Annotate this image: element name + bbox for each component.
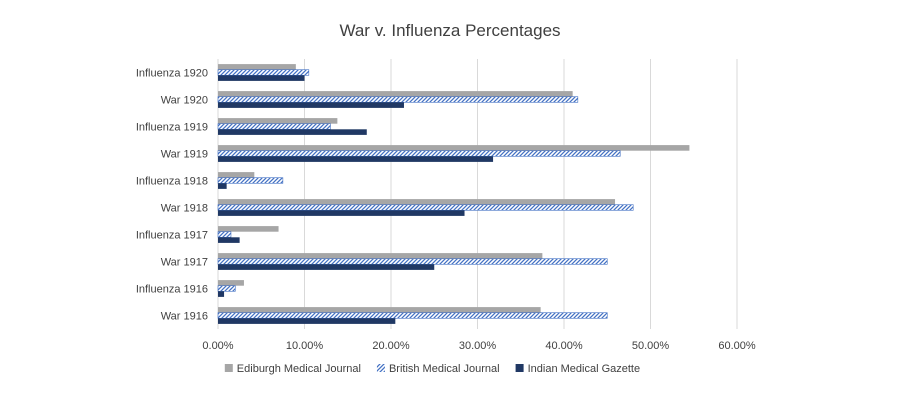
legend-swatch [224, 364, 233, 372]
y-tick-label: Influenza 1917 [136, 230, 208, 242]
bar [218, 210, 465, 216]
bar [218, 172, 255, 178]
legend: Ediburgh Medical Journal British Medical … [224, 363, 641, 375]
bar [218, 64, 296, 70]
y-tick-label: Influenza 1916 [136, 284, 208, 296]
bar [218, 226, 279, 232]
bar [218, 145, 690, 151]
bar [217, 123, 331, 130]
bar [217, 285, 236, 292]
x-tick-label: 30.00% [459, 340, 497, 352]
legend-label: Ediburgh Medical Journal [237, 363, 361, 375]
y-tick-label: War 1919 [161, 149, 208, 161]
bar [218, 129, 367, 135]
bar [218, 156, 494, 162]
bar [218, 102, 404, 108]
bar [218, 91, 573, 97]
bar [217, 150, 621, 157]
x-tick-label: 50.00% [632, 340, 670, 352]
bar [218, 264, 435, 270]
bar [218, 118, 338, 124]
y-tick-label: War 1918 [161, 203, 208, 215]
y-tick-label: War 1920 [161, 95, 208, 107]
bar [218, 75, 305, 81]
legend-label: Indian Medical Gazette [528, 363, 641, 375]
legend-label: British Medical Journal [389, 363, 500, 375]
bar [218, 280, 244, 286]
x-tick-label: 10.00% [286, 340, 324, 352]
bar [217, 96, 579, 103]
bar [218, 183, 227, 189]
bar [218, 253, 543, 259]
x-tick-label: 40.00% [545, 340, 583, 352]
chart-title: War v. Influenza Percentages [339, 21, 560, 40]
bar [217, 69, 310, 76]
x-axis-labels: 0.00% 10.00% 20.00% 30.00% 40.00% 50.00% 60.00… [202, 340, 755, 352]
legend-swatch [376, 364, 385, 372]
y-tick-label: War 1917 [161, 257, 208, 269]
y-tick-label: Influenza 1920 [136, 68, 208, 80]
bar [218, 307, 541, 313]
bar [217, 258, 608, 265]
bar [217, 177, 284, 184]
y-tick-label: Influenza 1918 [136, 176, 208, 188]
bar [218, 237, 240, 243]
bar [217, 231, 232, 238]
bar [218, 199, 616, 205]
x-tick-label: 0.00% [202, 340, 233, 352]
x-tick-label: 20.00% [372, 340, 410, 352]
bars [217, 64, 690, 324]
x-tick-label: 60.00% [718, 340, 756, 352]
legend-swatch [515, 364, 524, 372]
y-axis-labels: Influenza 1920 War 1920 Influenza 1919 War … [136, 68, 208, 323]
bar [218, 291, 225, 297]
bar [217, 204, 634, 211]
y-tick-label: Influenza 1919 [136, 122, 208, 134]
bar [218, 318, 396, 324]
bar [217, 312, 608, 319]
y-tick-label: War 1916 [161, 311, 208, 323]
